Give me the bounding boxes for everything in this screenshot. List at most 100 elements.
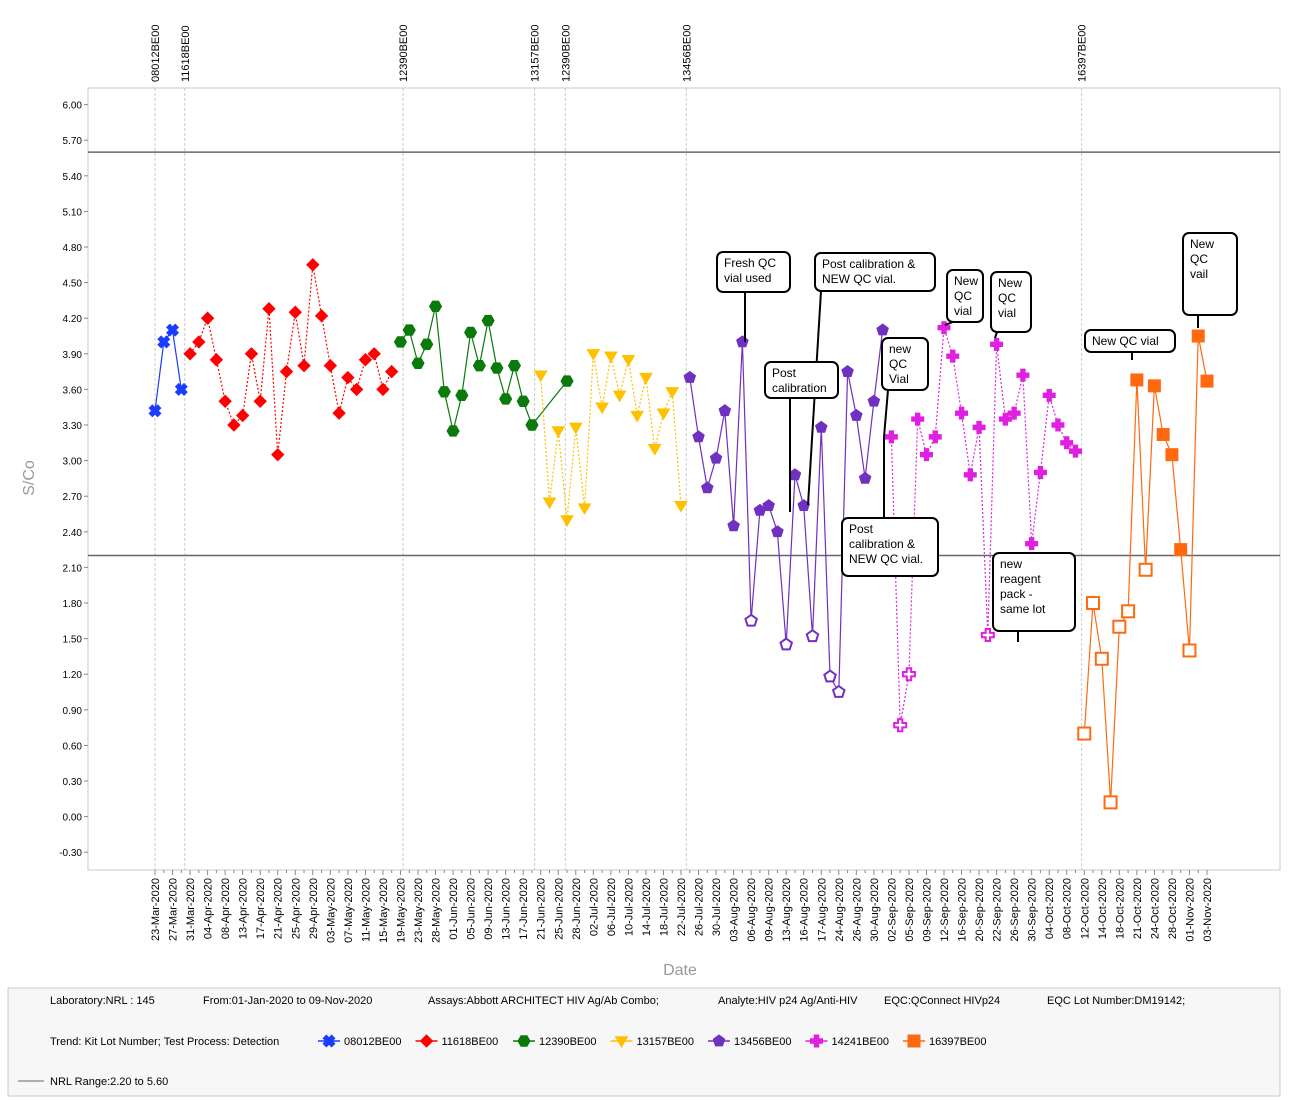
marker	[823, 669, 837, 683]
marker	[586, 349, 601, 361]
marker	[639, 372, 653, 385]
y-tick-label: 1.80	[63, 599, 83, 610]
marker	[560, 375, 574, 387]
x-tick-label: 13-Aug-2020	[781, 878, 793, 942]
callout-text: New QC vial	[1092, 334, 1159, 348]
lot-label: 13157BE00	[530, 25, 542, 83]
lot-label: 08012BE00	[150, 25, 162, 83]
y-tick-label: 0.90	[63, 706, 83, 717]
marker	[367, 347, 381, 361]
x-tick-label: 14-Jul-2020	[641, 878, 653, 936]
y-tick-label: 0.00	[63, 813, 83, 824]
x-tick-label: 06-Jul-2020	[606, 878, 618, 936]
marker	[1130, 373, 1144, 387]
marker	[805, 628, 820, 643]
callout-text: same lot	[1000, 602, 1046, 616]
x-tick-label: 01-Nov-2020	[1184, 878, 1196, 942]
x-tick-label: 10-Jul-2020	[623, 878, 635, 936]
marker	[744, 613, 759, 627]
marker	[322, 1034, 336, 1048]
info-text: Laboratory:NRL : 145	[50, 995, 155, 1007]
x-tick-label: 16-Aug-2020	[799, 878, 811, 942]
marker	[1103, 795, 1118, 810]
marker	[1077, 726, 1092, 741]
marker	[384, 364, 399, 379]
legend-label: 16397BE00	[929, 1036, 987, 1048]
x-tick-label: 16-Sep-2020	[957, 878, 969, 942]
callout-text: NEW QC vial.	[822, 272, 896, 286]
marker	[200, 311, 215, 325]
marker	[542, 497, 557, 510]
callout-box	[1182, 232, 1238, 316]
marker	[332, 406, 346, 420]
marker	[525, 419, 539, 431]
x-axis-label: Date	[663, 962, 697, 979]
callout-text: vial used	[724, 271, 771, 285]
y-tick-label: 3.90	[63, 350, 83, 361]
marker	[928, 430, 942, 444]
info-text: Analyte:HIV p24 Ag/Anti-HIV	[718, 995, 858, 1007]
x-tick-label: 15-May-2020	[378, 878, 390, 943]
x-tick-label: 05-Sep-2020	[904, 878, 916, 942]
marker	[701, 481, 714, 494]
marker	[437, 386, 451, 398]
marker	[517, 1035, 531, 1047]
marker	[614, 1036, 629, 1048]
marker	[314, 309, 329, 323]
x-tick-label: 21-Apr-2020	[273, 878, 285, 939]
marker	[183, 347, 197, 361]
x-tick-label: 23-Mar-2020	[150, 878, 162, 941]
x-tick-label: 04-Apr-2020	[203, 878, 215, 939]
callout-box	[992, 552, 1076, 632]
callout-text: vail	[1190, 267, 1208, 281]
marker	[481, 314, 495, 327]
marker	[1182, 643, 1197, 658]
marker	[911, 412, 925, 426]
x-tick-label: 13-Jun-2020	[501, 878, 513, 940]
marker	[972, 420, 986, 434]
marker	[884, 430, 898, 444]
callout-text: reagent	[1000, 572, 1041, 586]
marker	[551, 426, 566, 438]
marker	[1016, 368, 1030, 382]
info-text: EQC:QConnect HIVp24	[884, 995, 1000, 1007]
y-tick-label: 3.00	[63, 457, 83, 468]
x-tick-label: 22-Sep-2020	[992, 878, 1004, 942]
x-tick-label: 23-May-2020	[413, 878, 425, 943]
y-tick-label: 2.70	[63, 492, 83, 503]
y-tick-label: 3.60	[63, 385, 83, 396]
legend-label: 14241BE00	[832, 1036, 890, 1048]
y-tick-label: 3.30	[63, 421, 83, 432]
marker	[393, 336, 408, 348]
marker	[867, 394, 881, 407]
marker	[727, 519, 740, 532]
marker	[560, 515, 574, 527]
y-tick-label: 2.10	[63, 563, 83, 574]
marker	[419, 1034, 434, 1048]
x-tick-label: 03-Nov-2020	[1202, 878, 1214, 942]
marker	[148, 404, 162, 418]
x-tick-label: 08-Oct-2020	[1062, 878, 1074, 939]
x-tick-label: 05-Jun-2020	[466, 878, 478, 940]
marker	[516, 395, 530, 407]
marker	[490, 362, 504, 374]
y-tick-label: 5.70	[63, 136, 83, 147]
marker	[621, 355, 636, 367]
x-tick-label: 03-May-2020	[325, 878, 337, 943]
x-tick-label: 24-Oct-2020	[1149, 878, 1161, 939]
x-tick-label: 02-Jul-2020	[588, 878, 600, 936]
marker	[907, 1034, 921, 1048]
marker	[683, 370, 697, 383]
x-tick-label: 28-Oct-2020	[1167, 878, 1179, 939]
lot-label: 12390BE00	[398, 25, 410, 83]
marker	[1051, 418, 1065, 432]
legend-label: 11618BE00	[442, 1036, 499, 1048]
x-tick-label: 03-Aug-2020	[729, 878, 741, 942]
marker	[1060, 436, 1074, 450]
y-tick-label: 2.40	[63, 528, 83, 539]
y-tick-label: 4.50	[63, 279, 83, 290]
marker	[1042, 388, 1056, 402]
marker	[665, 387, 680, 399]
x-tick-label: 31-Mar-2020	[185, 878, 197, 941]
marker	[297, 358, 311, 373]
